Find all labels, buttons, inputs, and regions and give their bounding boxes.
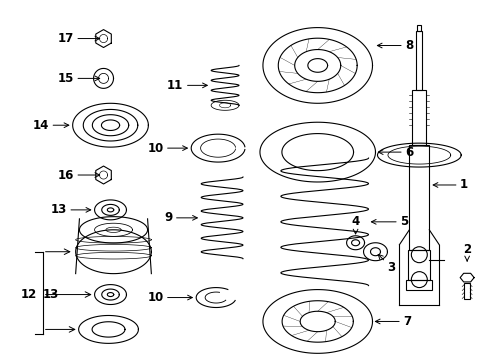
Text: 14: 14 — [33, 119, 69, 132]
Bar — [411, 90, 426, 145]
Text: 13: 13 — [42, 288, 59, 301]
Text: 3: 3 — [377, 255, 395, 274]
Text: 11: 11 — [167, 79, 207, 92]
Text: 5: 5 — [370, 215, 407, 228]
Text: 8: 8 — [377, 39, 413, 52]
Bar — [406, 280, 431, 289]
Text: 6: 6 — [378, 145, 413, 159]
Text: 7: 7 — [375, 315, 410, 328]
Text: 10: 10 — [147, 291, 192, 304]
Text: 1: 1 — [432, 179, 467, 192]
Text: 12: 12 — [20, 288, 37, 301]
Text: 15: 15 — [58, 72, 100, 85]
Bar — [408, 145, 428, 250]
Text: 17: 17 — [58, 32, 100, 45]
Bar — [407, 250, 429, 280]
Text: 4: 4 — [351, 215, 359, 234]
Text: 2: 2 — [462, 243, 470, 261]
Text: 13: 13 — [50, 203, 91, 216]
Bar — [415, 31, 422, 90]
Text: 9: 9 — [164, 211, 197, 224]
Bar — [463, 283, 469, 298]
Bar — [416, 24, 421, 31]
Text: 10: 10 — [147, 141, 187, 155]
Text: 16: 16 — [58, 168, 100, 181]
